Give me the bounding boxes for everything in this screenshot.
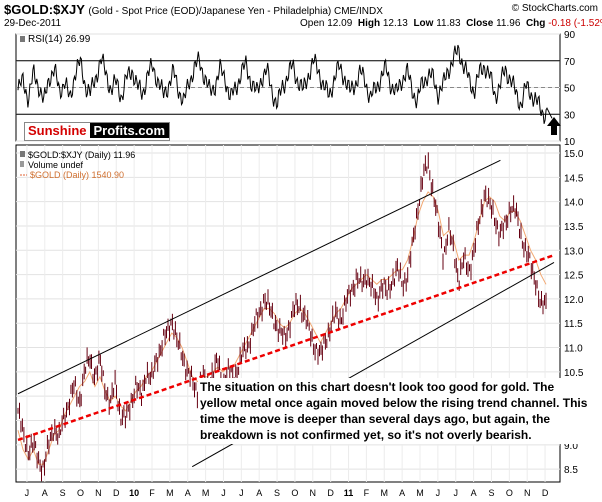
x-tick-label: N bbox=[310, 488, 317, 498]
rsi-tick-label: 70 bbox=[564, 57, 576, 68]
rsi-tick-label: 30 bbox=[564, 110, 576, 121]
price-tick-label: 12.5 bbox=[564, 271, 584, 282]
price-panel: 15.0 14.5 14.0 13.5 13.0 12.5 12.0 11.5 11.0 10.5… bbox=[15, 144, 584, 498]
x-axis-ticks: J A S O N D 10 F M A M J J A S O N D 11 F M A M J J A S O N D bbox=[25, 488, 549, 498]
x-tick-label: D bbox=[542, 488, 549, 498]
channel-upper-line bbox=[17, 159, 501, 395]
x-tick-label: J bbox=[239, 488, 244, 498]
x-tick-label: A bbox=[256, 488, 262, 498]
high-value: 12.13 bbox=[382, 18, 408, 29]
chg-label: Chg bbox=[525, 18, 546, 29]
x-tick-label: A bbox=[185, 488, 191, 498]
x-tick-label: N bbox=[524, 488, 531, 498]
copyright: © StockCharts.com bbox=[512, 3, 598, 14]
legend-item-gold: $GOLD (Daily) 1540.90 bbox=[30, 170, 124, 180]
x-tick-label: A bbox=[42, 488, 48, 498]
x-tick-label: D bbox=[113, 488, 120, 498]
x-tick-label: 10 bbox=[129, 488, 139, 498]
low-label: Low bbox=[413, 18, 434, 29]
price-tick-label: 13.5 bbox=[564, 222, 584, 233]
price-tick-label: 15.0 bbox=[564, 149, 584, 160]
x-tick-label: 11 bbox=[344, 488, 354, 498]
chart-title: $GOLD:$XJY (Gold - Spot Price (EOD)/Japa… bbox=[4, 2, 383, 17]
symbol-description: (Gold - Spot Price (EOD)/Japanese Yen - … bbox=[88, 6, 383, 17]
logo-part1: Sunshine bbox=[25, 123, 90, 138]
x-tick-label: O bbox=[506, 488, 513, 498]
sunshine-profits-logo: Sunshine Profits.com bbox=[24, 122, 171, 141]
x-tick-label: J bbox=[436, 488, 441, 498]
x-tick-label: D bbox=[327, 488, 334, 498]
x-tick-label: M bbox=[416, 488, 424, 498]
x-tick-label: J bbox=[453, 488, 458, 498]
close-value: 11.96 bbox=[496, 18, 521, 29]
logo-part2: Profits.com bbox=[89, 123, 170, 138]
x-tick-label: M bbox=[381, 488, 389, 498]
rsi-tick-label: 90 bbox=[564, 30, 576, 41]
open-label: Open bbox=[300, 18, 325, 29]
close-label: Close bbox=[466, 18, 494, 29]
open-value: 12.09 bbox=[327, 18, 353, 29]
x-tick-label: S bbox=[60, 488, 66, 498]
rsi-tick-label: 50 bbox=[564, 84, 576, 95]
x-tick-label: M bbox=[202, 488, 210, 498]
legend-item-volume: Volume undef bbox=[28, 160, 84, 170]
x-tick-label: A bbox=[471, 488, 477, 498]
rsi-legend: RSI(14) 26.99 bbox=[20, 34, 91, 45]
price-tick-label: 13.0 bbox=[564, 246, 584, 257]
price-tick-label: 12.0 bbox=[564, 295, 584, 306]
x-tick-label: F bbox=[149, 488, 155, 498]
x-tick-label: S bbox=[274, 488, 280, 498]
price-legend: $GOLD:$XJY (Daily) 11.96 Volume undef $G… bbox=[20, 150, 135, 180]
rsi-title: RSI(14) 26.99 bbox=[28, 34, 91, 45]
x-tick-label: A bbox=[399, 488, 405, 498]
ohlc-readout: Open 12.09 High 12.13 Low 11.83 Close 11… bbox=[300, 18, 602, 29]
x-tick-label: J bbox=[221, 488, 226, 498]
annotation-text: The situation on this chart doesn't look… bbox=[198, 378, 594, 444]
date-label: 29-Dec-2011 bbox=[4, 18, 62, 29]
price-tick-label: 8.5 bbox=[564, 465, 578, 476]
price-tick-label: 11.5 bbox=[564, 319, 583, 330]
x-tick-label: J bbox=[25, 488, 30, 498]
low-value: 11.83 bbox=[436, 18, 461, 29]
x-tick-label: M bbox=[166, 488, 174, 498]
price-tick-label: 9.0 bbox=[564, 441, 578, 452]
rsi-tick-label: 10 bbox=[564, 137, 576, 148]
arrow-up-icon bbox=[547, 117, 561, 135]
high-label: High bbox=[357, 18, 381, 29]
price-tick-label: 11.0 bbox=[564, 344, 583, 355]
x-tick-label: O bbox=[291, 488, 298, 498]
price-tick-label: 10.5 bbox=[564, 368, 584, 379]
rsi-line bbox=[17, 44, 553, 124]
trend-center-line bbox=[17, 253, 555, 442]
x-tick-label: O bbox=[77, 488, 84, 498]
rsi-y-ticks: 90 70 50 30 10 bbox=[564, 30, 576, 148]
price-bars bbox=[17, 152, 547, 482]
legend-item-price: $GOLD:$XJY (Daily) 11.96 bbox=[28, 150, 135, 160]
x-tick-label: N bbox=[95, 488, 102, 498]
copyright-text: © StockCharts.com bbox=[511, 3, 598, 14]
x-tick-label: S bbox=[488, 488, 494, 498]
symbol: $GOLD:$XJY bbox=[4, 2, 85, 17]
chg-value: -0.18 (-1.52%) bbox=[548, 18, 602, 29]
rsi-reference-lines bbox=[16, 60, 560, 115]
price-tick-label: 14.5 bbox=[564, 173, 584, 184]
price-tick-label: 14.0 bbox=[564, 198, 584, 209]
x-tick-label: F bbox=[364, 488, 370, 498]
